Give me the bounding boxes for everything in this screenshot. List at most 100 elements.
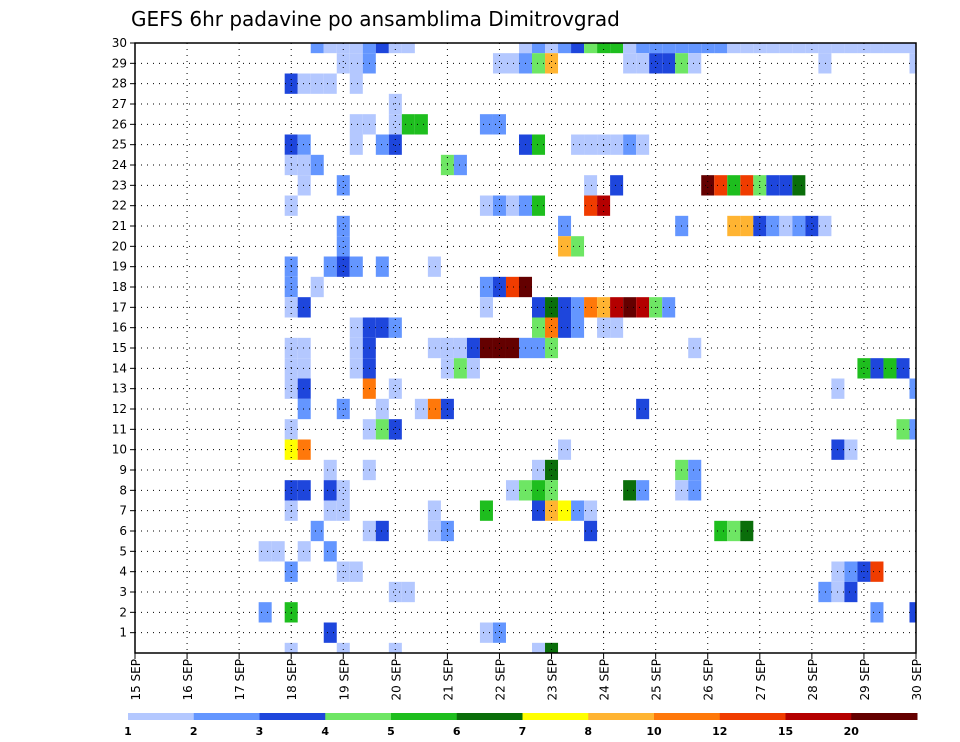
heatmap-cell (571, 317, 585, 338)
heatmap-cell (870, 602, 884, 623)
heatmap-cell (779, 43, 793, 54)
heatmap-cell (740, 215, 754, 237)
heatmap-cell (532, 459, 546, 481)
colorbar-swatch (456, 713, 523, 720)
heatmap-cell (558, 317, 572, 338)
colorbar-swatch (391, 713, 458, 720)
heatmap-cell (844, 581, 858, 603)
heatmap-cell (375, 317, 389, 338)
colorbar-label: 1 (124, 725, 132, 738)
heatmap-cell (688, 337, 702, 359)
colorbar-swatch (193, 713, 260, 720)
heatmap-cell (610, 297, 624, 318)
heatmap-cell (883, 358, 897, 379)
heatmap-cell (597, 43, 611, 54)
heatmap-cell (584, 195, 598, 216)
heatmap-cell (297, 297, 311, 318)
heatmap-cell (349, 337, 363, 359)
heatmap-cell (909, 43, 916, 54)
y-tick-label: 29 (112, 56, 127, 70)
heatmap-cell (571, 134, 585, 155)
heatmap-cell (532, 500, 546, 521)
x-tick-label: 21 SEP (441, 659, 455, 701)
heatmap-cell (714, 43, 728, 54)
heatmap-cell (792, 215, 806, 237)
heatmap-cell (310, 276, 324, 298)
x-tick-label: 25 SEP (650, 659, 664, 701)
colorbar-label: 3 (256, 725, 264, 738)
y-tick-label: 8 (119, 483, 127, 497)
colorbar-swatch (719, 713, 786, 720)
heatmap-cell (323, 480, 337, 501)
heatmap-cell (844, 561, 858, 582)
heatmap-cell (505, 195, 519, 216)
heatmap-cell (545, 337, 559, 359)
heatmap-cell (349, 561, 363, 582)
heatmap-cell (310, 43, 324, 54)
y-tick-label: 15 (112, 341, 127, 355)
heatmap-cell (532, 195, 546, 216)
y-tick-label: 19 (112, 260, 127, 274)
heatmap-cell (636, 134, 650, 155)
heatmap-cell (323, 256, 337, 277)
colorbar-swatch (128, 713, 195, 720)
heatmap-cell (388, 642, 402, 653)
heatmap-cell (688, 43, 702, 54)
colorbar-label: 6 (453, 725, 461, 738)
heatmap-cell (518, 43, 533, 54)
colorbar-label: 2 (190, 725, 198, 738)
heatmap-cell (571, 500, 585, 521)
heatmap-cell (388, 43, 402, 54)
y-tick-label: 23 (112, 178, 127, 192)
heatmap-cell (714, 520, 728, 542)
y-tick-label: 7 (119, 504, 127, 518)
y-tick-label: 3 (119, 585, 127, 599)
heatmap-cell (258, 541, 272, 562)
heatmap-cell (349, 317, 363, 338)
colorbar: 1 2 3 4 5 6 7 8 10 12 15 20 (124, 713, 918, 738)
heatmap-cell (297, 73, 311, 94)
colorbar-swatch (325, 713, 392, 720)
x-tick-label: 24 SEP (598, 659, 612, 701)
y-tick-label: 18 (112, 280, 127, 294)
heatmap-cell (688, 480, 702, 501)
heatmap-cell (831, 43, 845, 54)
heatmap-cell (401, 114, 415, 135)
heatmap-cell (336, 236, 350, 257)
heatmap-cell (766, 175, 780, 196)
colorbar-swatch (588, 713, 655, 720)
heatmap-cell (623, 53, 637, 74)
heatmap-cell (636, 43, 650, 54)
x-tick-label: 15 SEP (129, 659, 143, 701)
heatmap-cell (375, 419, 389, 440)
heatmap-cell (375, 134, 389, 155)
heatmap-cell (453, 154, 467, 176)
heatmap-cell (818, 215, 832, 237)
chart-title: GEFS 6hr padavine po ansamblima Dimitrov… (131, 7, 620, 31)
heatmap-cell (675, 43, 689, 54)
heatmap-cell (414, 398, 428, 420)
heatmap-cell (297, 541, 311, 562)
heatmap-cell (558, 215, 572, 237)
heatmap-cell (479, 114, 493, 135)
heatmap-cell (297, 378, 311, 399)
heatmap-cell (323, 43, 337, 54)
heatmap-cell (479, 297, 493, 318)
x-tick-label: 22 SEP (493, 659, 507, 701)
heatmap-cell (310, 73, 324, 94)
y-tick-label: 12 (112, 402, 127, 416)
heatmap-cell (740, 175, 754, 196)
heatmap-cell (414, 114, 428, 135)
heatmap-cell (427, 337, 441, 359)
heatmap-cell (623, 480, 637, 501)
heatmap-cell (336, 215, 350, 237)
colorbar-swatch (522, 713, 589, 720)
heatmap-cell (649, 53, 663, 74)
y-tick-label: 30 (112, 36, 127, 50)
heatmap-cell (558, 43, 572, 54)
y-tick-label: 13 (112, 382, 127, 396)
heatmap-cell (610, 43, 624, 54)
x-tick-label: 18 SEP (285, 659, 299, 701)
heatmap-cell (571, 236, 585, 257)
